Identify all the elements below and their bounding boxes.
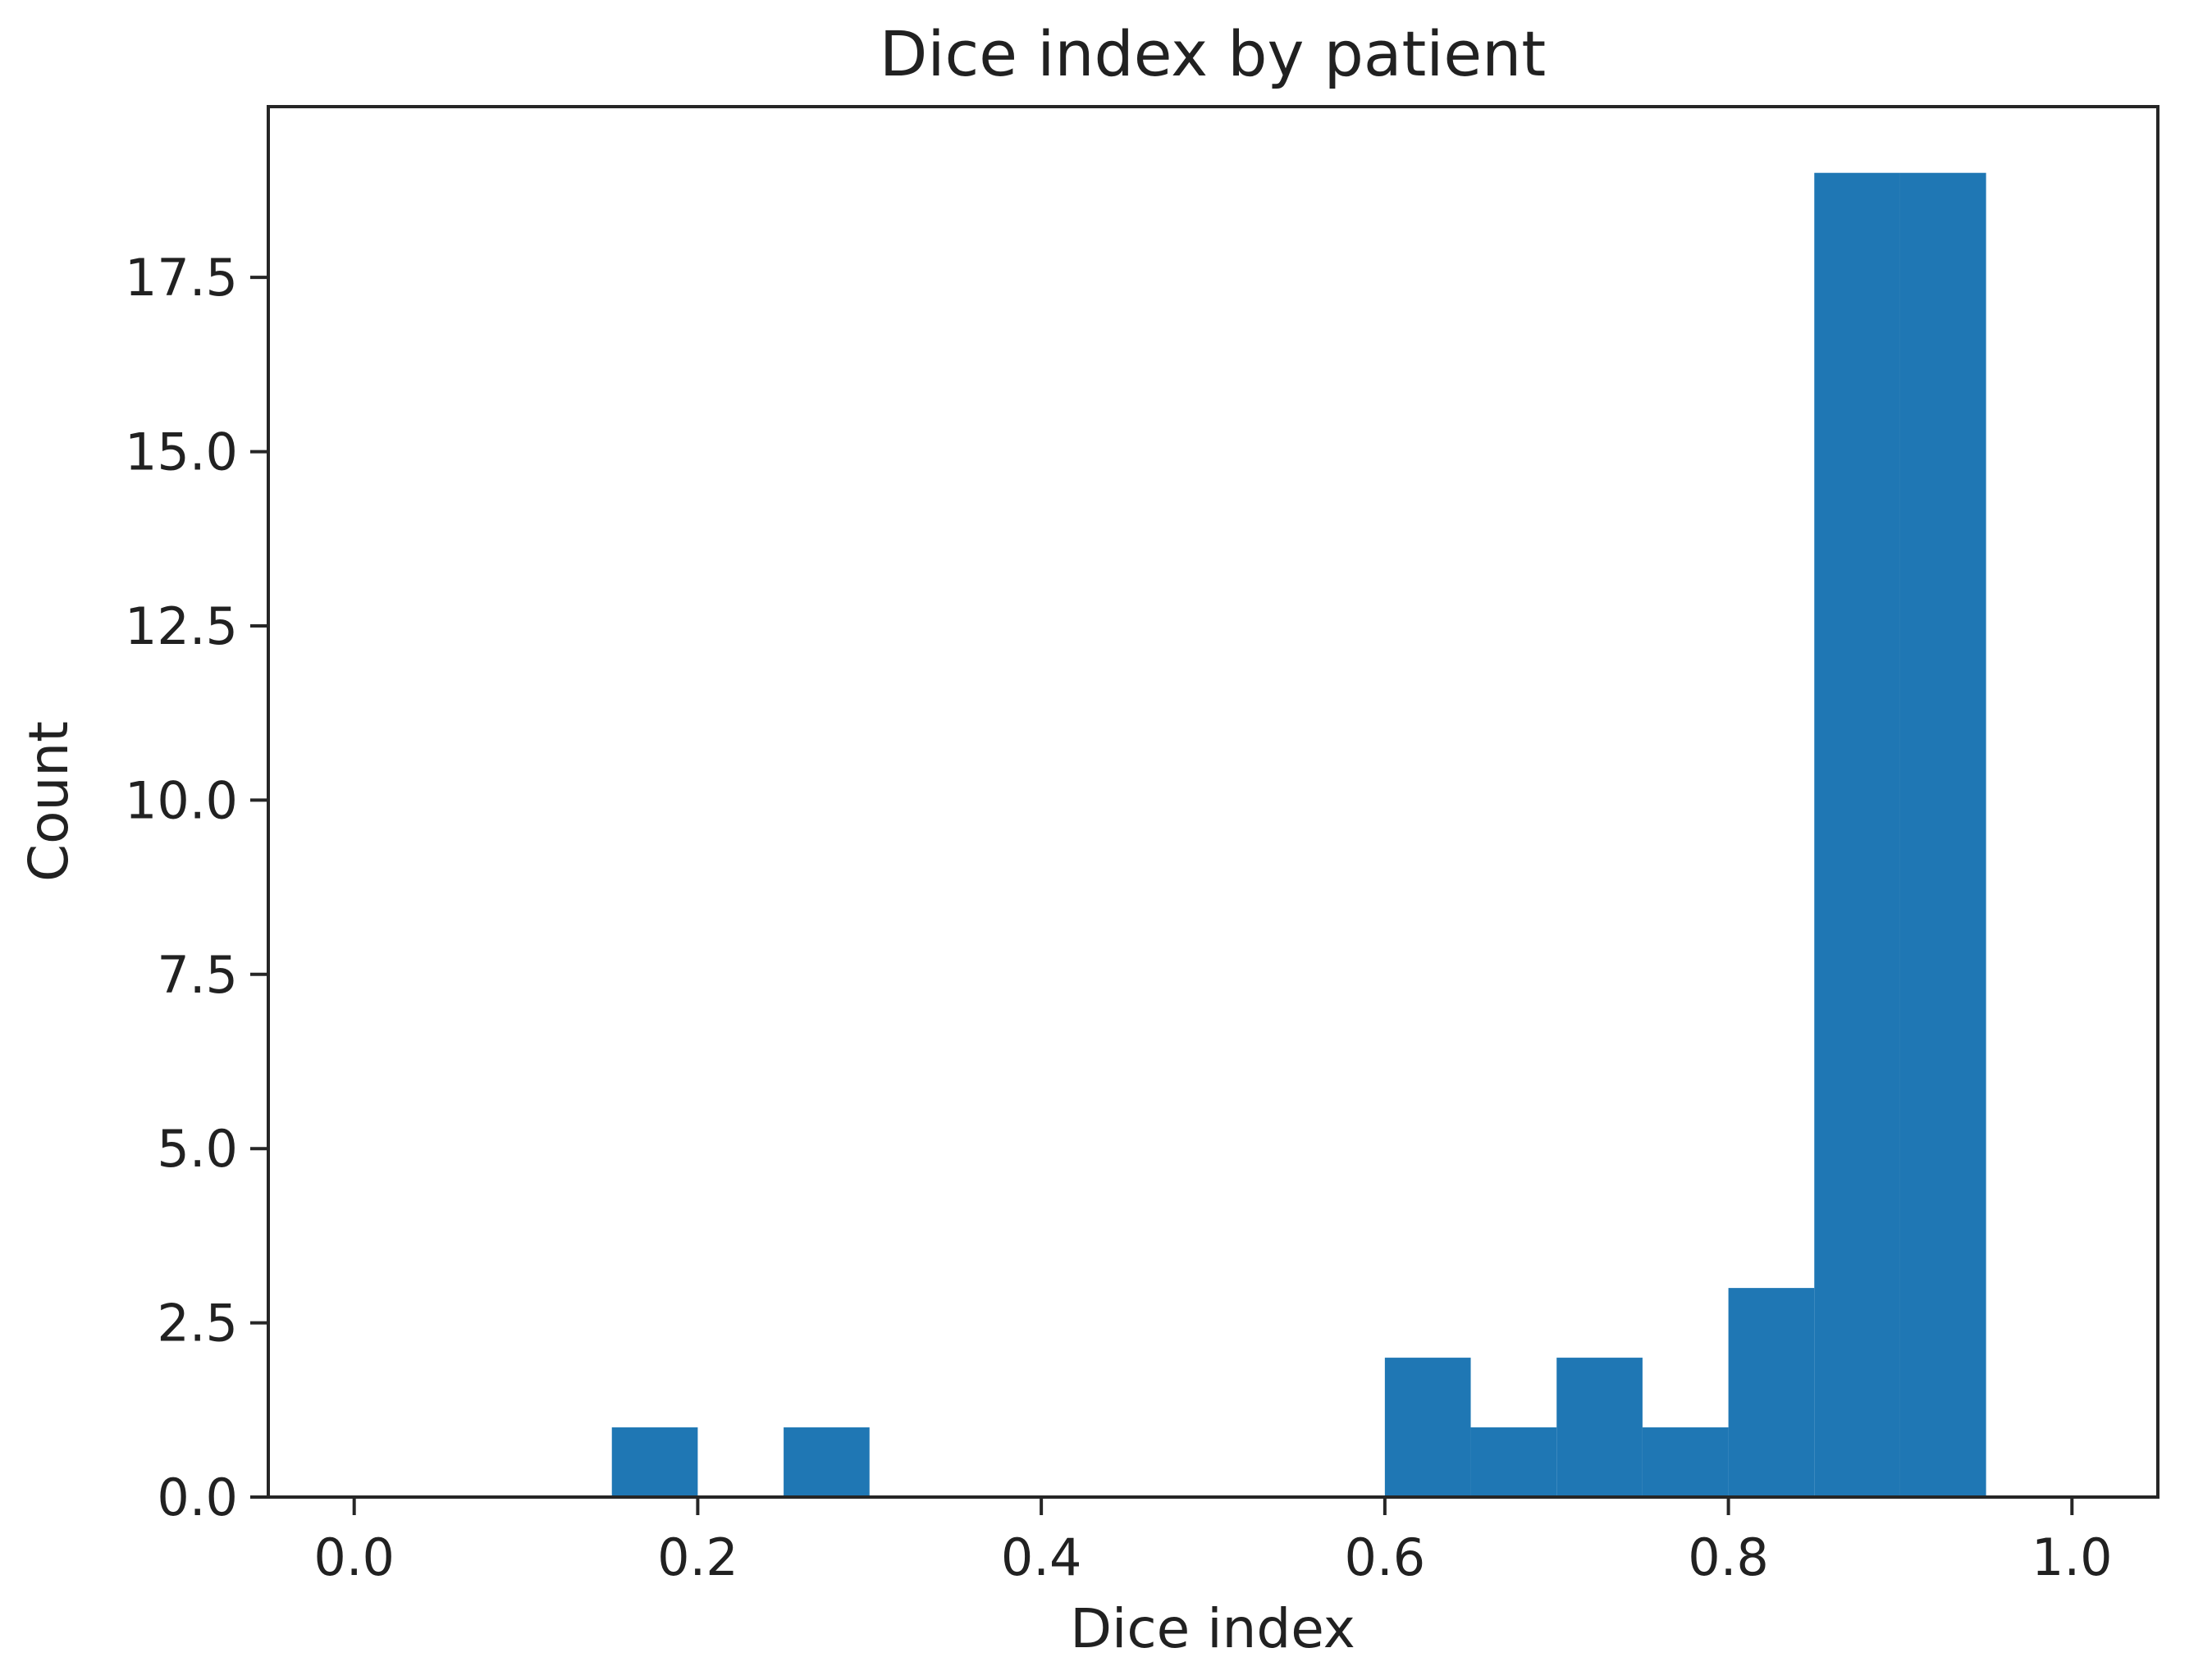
y-axis-ticks: 0.0 2.5 5.0 7.5 10.0 12.5 15.0 17.5 xyxy=(125,248,268,1527)
x-tick-label: 0.2 xyxy=(657,1527,738,1587)
y-tick-label: 5.0 xyxy=(157,1119,238,1179)
y-tick-label: 17.5 xyxy=(125,248,238,308)
y-tick-label: 10.0 xyxy=(125,770,238,830)
histogram-bar xyxy=(1814,172,1900,1498)
histogram-bar xyxy=(784,1427,870,1497)
histogram-bar xyxy=(1556,1358,1643,1497)
x-tick-label: 0.4 xyxy=(1001,1527,1082,1587)
x-axis-label: Dice index xyxy=(1070,1597,1355,1660)
y-tick-label: 2.5 xyxy=(157,1294,238,1354)
histogram-bar xyxy=(1470,1427,1557,1497)
plot-frame xyxy=(267,105,2159,1499)
bars-group xyxy=(611,172,1986,1498)
y-tick-label: 12.5 xyxy=(125,596,238,656)
histogram-bar xyxy=(1642,1427,1729,1497)
histogram-bar xyxy=(1899,172,1986,1498)
x-tick-label: 0.6 xyxy=(1345,1527,1426,1587)
x-tick-label: 0.8 xyxy=(1688,1527,1769,1587)
x-tick-label: 0.0 xyxy=(313,1527,395,1587)
x-axis-ticks: 0.0 0.2 0.4 0.6 0.8 1.0 xyxy=(313,1497,2113,1587)
histogram-bar xyxy=(611,1427,698,1497)
y-tick-label: 0.0 xyxy=(157,1468,238,1527)
histogram-bar xyxy=(1384,1358,1471,1497)
y-tick-label: 15.0 xyxy=(125,422,238,482)
x-tick-label: 1.0 xyxy=(2031,1527,2113,1587)
histogram-bar xyxy=(1728,1288,1815,1497)
chart-title: Dice index by patient xyxy=(880,17,1546,90)
y-axis-label: Count xyxy=(17,721,80,882)
y-tick-label: 7.5 xyxy=(157,945,238,1005)
